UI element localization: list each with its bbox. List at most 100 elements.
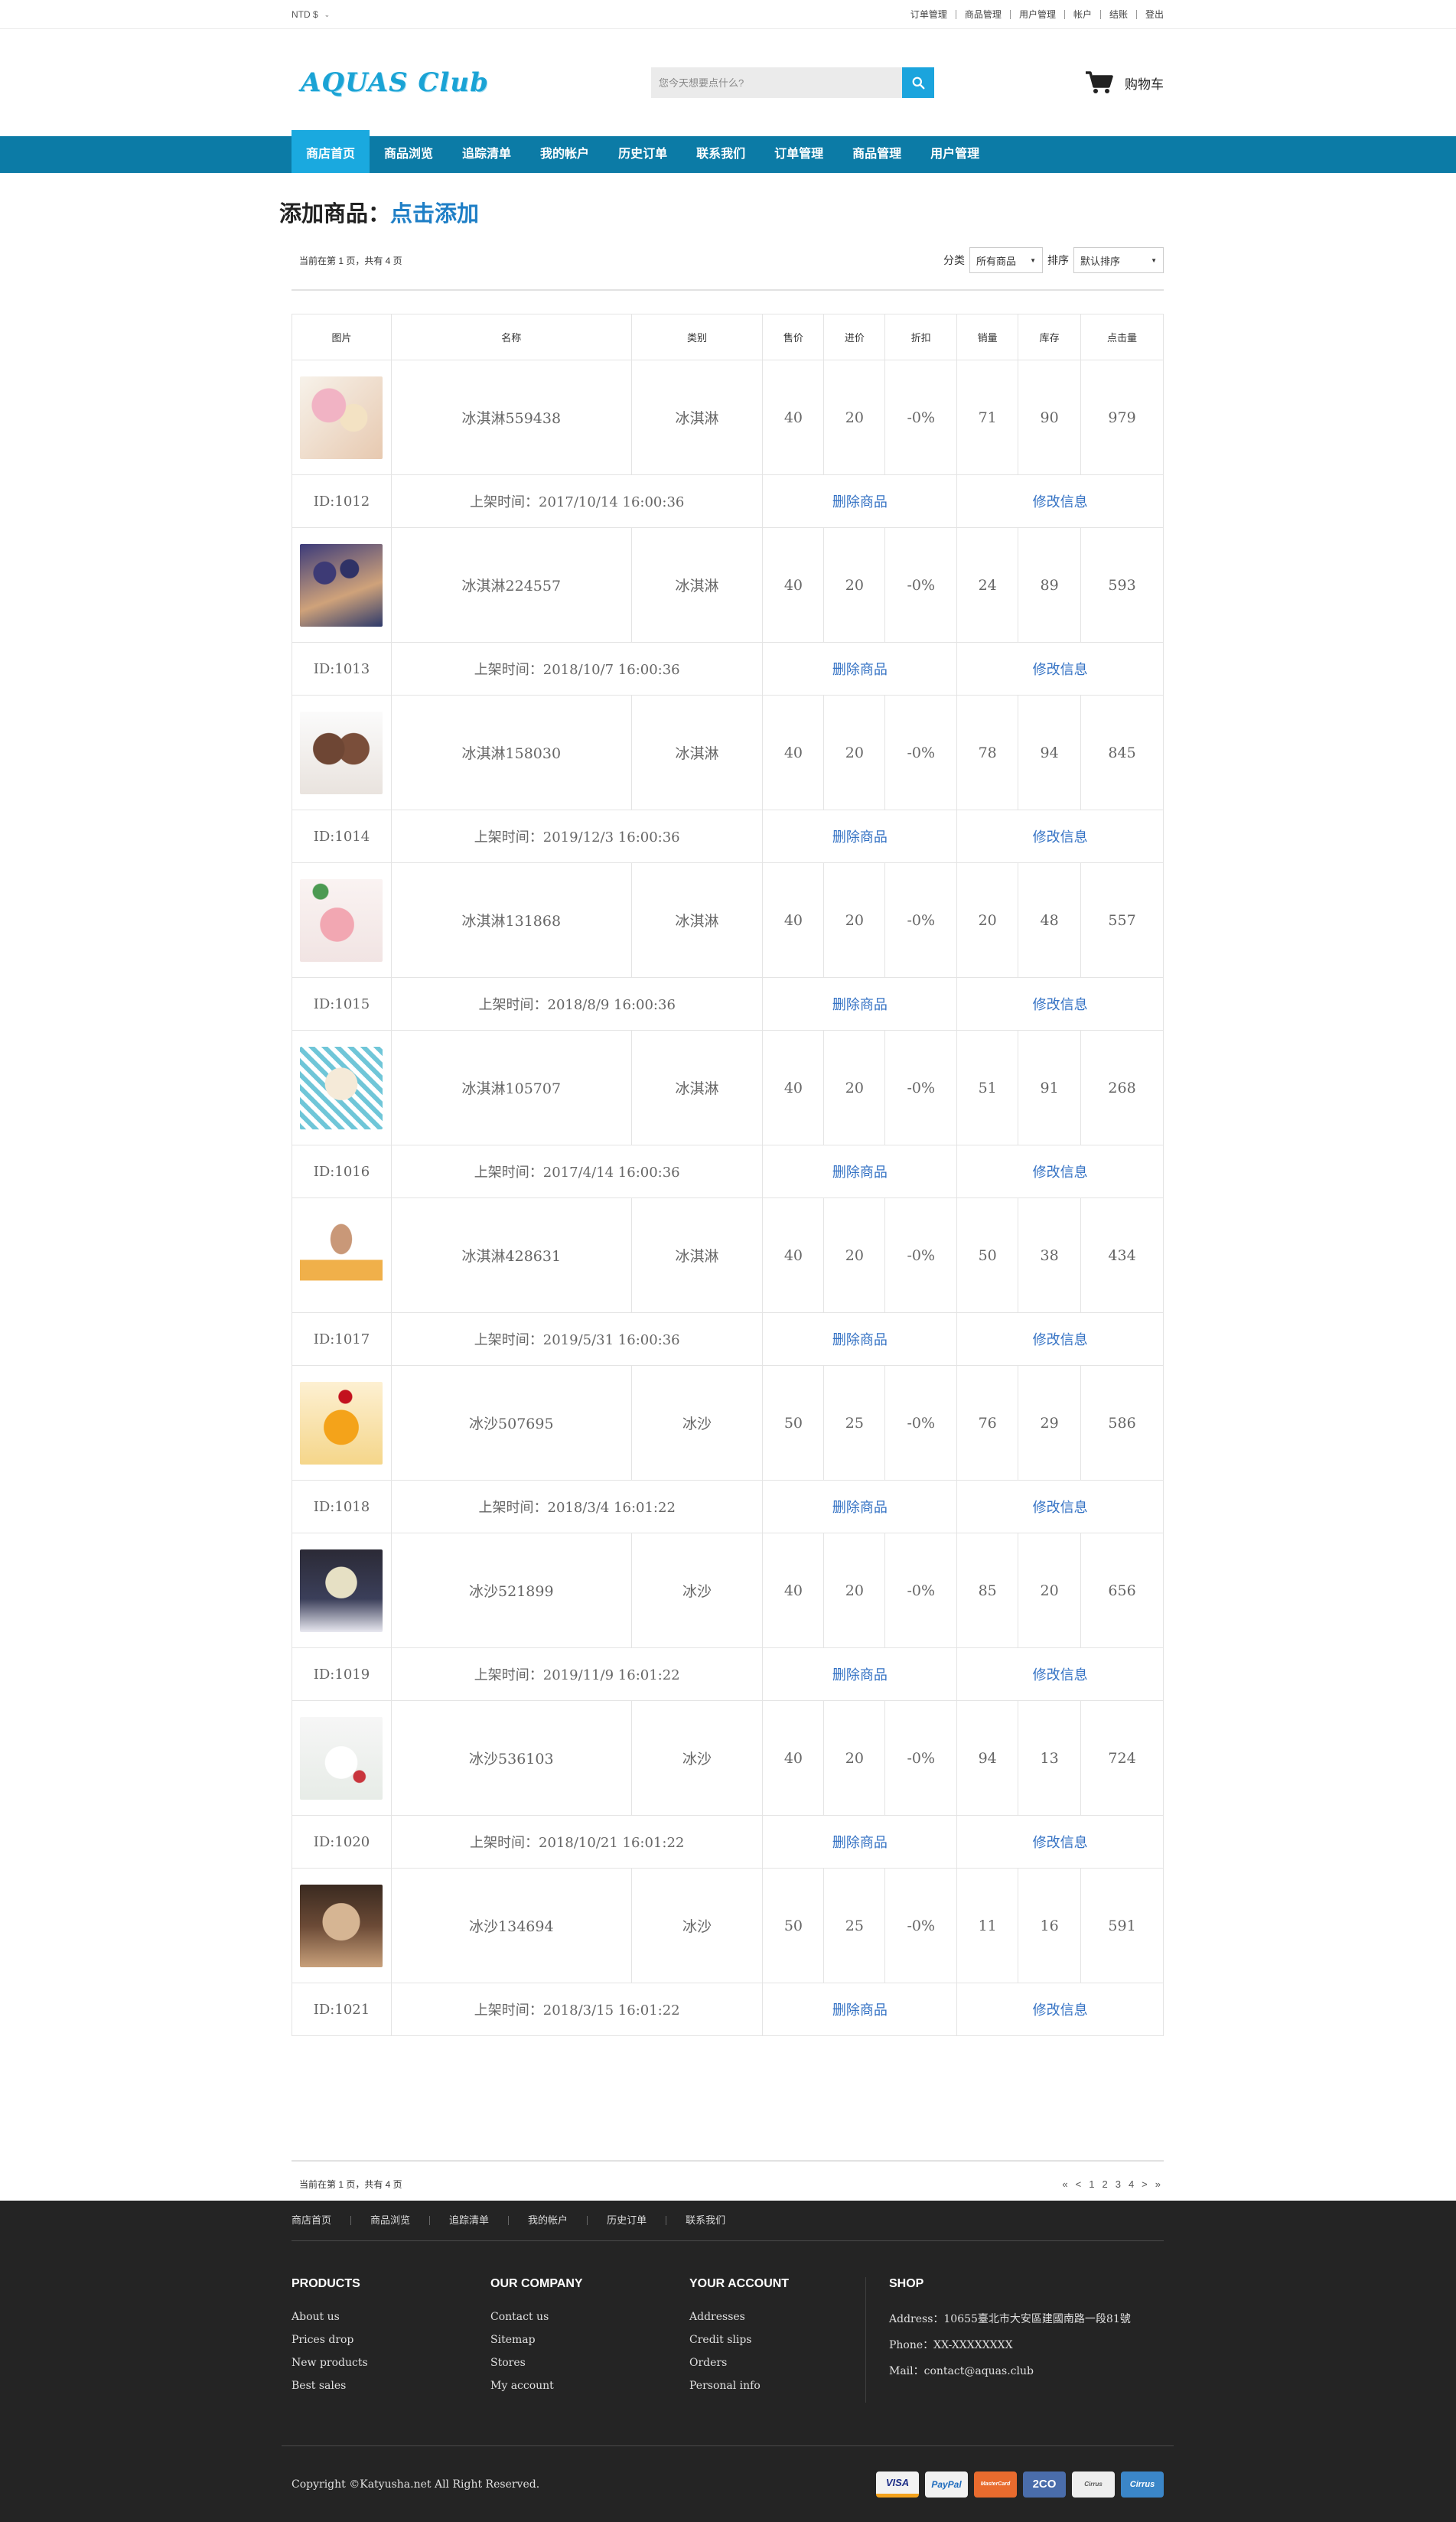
footer-link-sitemap[interactable]: Sitemap <box>490 2334 536 2346</box>
toplink-users[interactable]: 用户管理 <box>1009 10 1064 19</box>
logo[interactable]: AQUAS Club <box>301 67 489 98</box>
top-bar: NTD $ ⌄ 订单管理 商品管理 用户管理 帐户 结账 登出 <box>0 0 1456 29</box>
product-id: ID:1021 <box>292 1983 392 2036</box>
pager-page-4[interactable]: 4 <box>1128 2178 1135 2190</box>
footer-col-company: OUR COMPANY Contact us Sitemap Stores My… <box>490 2277 689 2403</box>
product-name: 冰沙521899 <box>390 1533 632 1648</box>
chocolate-scoops-image[interactable] <box>300 711 383 794</box>
footer-columns: PRODUCTS About us Prices drop New produc… <box>292 2277 1164 2403</box>
milk-smoothie-image[interactable] <box>300 1716 383 1800</box>
search-input[interactable] <box>651 67 902 98</box>
strawberry-bowl-image[interactable] <box>300 878 383 962</box>
footer-link-watchlist[interactable]: 追踪清单 <box>429 2215 508 2225</box>
footer-link-orders[interactable]: Orders <box>689 2357 728 2369</box>
product-clicks: 591 <box>1080 1868 1164 1983</box>
listed-prefix: 上架时间： <box>474 2002 543 2019</box>
delete-product-link[interactable]: 删除商品 <box>832 1667 888 1683</box>
toplink-logout[interactable]: 登出 <box>1135 10 1164 19</box>
nav-browse[interactable]: 商品浏览 <box>384 148 434 161</box>
soft-serve-cone-image[interactable] <box>300 1214 383 1297</box>
cart-button[interactable]: 购物车 <box>1085 70 1164 95</box>
footer-link-stores[interactable]: Stores <box>490 2357 526 2369</box>
blueberry-dessert-image[interactable] <box>300 543 383 627</box>
toplink-products[interactable]: 商品管理 <box>955 10 1010 19</box>
nav-user-admin[interactable]: 用户管理 <box>930 148 980 161</box>
footer-link-my-account[interactable]: My account <box>490 2380 554 2392</box>
nav-watchlist[interactable]: 追踪清单 <box>462 148 512 161</box>
edit-product-link[interactable]: 修改信息 <box>1032 662 1088 678</box>
coffee-frappe-image[interactable] <box>300 1884 383 1967</box>
sort-select[interactable]: 默认排序 ▼ <box>1073 247 1164 273</box>
delete-product-link[interactable]: 删除商品 <box>832 829 888 846</box>
product-price: 40 <box>762 360 825 475</box>
footer-col-title: PRODUCTS <box>292 2277 360 2290</box>
footer-link-contact-us[interactable]: Contact us <box>490 2311 549 2323</box>
product-clicks: 557 <box>1080 862 1164 978</box>
delete-product-link[interactable]: 删除商品 <box>832 662 888 678</box>
delete-product-link[interactable]: 删除商品 <box>832 997 888 1013</box>
delete-product-link[interactable]: 删除商品 <box>832 2002 888 2019</box>
nav-home[interactable]: 商店首页 <box>292 130 370 173</box>
table-row: 冰淇淋559438 冰淇淋 40 20 -0% 71 90 979 <box>292 360 1164 475</box>
pager-last[interactable]: » <box>1155 2178 1161 2190</box>
footer-link-home[interactable]: 商店首页 <box>292 2214 332 2226</box>
edit-product-link[interactable]: 修改信息 <box>1032 1165 1088 1181</box>
nav-order-admin[interactable]: 订单管理 <box>774 148 824 161</box>
listed-prefix: 上架时间： <box>470 1835 539 1851</box>
pager-page-2[interactable]: 2 <box>1102 2178 1108 2190</box>
product-stock: 48 <box>1018 862 1082 978</box>
toplink-orders[interactable]: 订单管理 <box>910 9 947 20</box>
footer-link-personal-info[interactable]: Personal info <box>689 2380 761 2392</box>
delete-product-link[interactable]: 删除商品 <box>832 1835 888 1851</box>
edit-product-link[interactable]: 修改信息 <box>1032 1835 1088 1851</box>
nav-product-admin[interactable]: 商品管理 <box>852 148 902 161</box>
pistachio-cup-image[interactable] <box>300 1549 383 1632</box>
footer-link-history[interactable]: 历史订单 <box>587 2215 666 2225</box>
product-discount: -0% <box>884 1700 958 1816</box>
footer-link-new-products[interactable]: New products <box>292 2357 368 2369</box>
delete-product-link[interactable]: 删除商品 <box>832 1332 888 1348</box>
footer-link-about[interactable]: About us <box>292 2311 340 2323</box>
header: AQUAS Club 购物车 <box>0 29 1456 136</box>
pager-page-3[interactable]: 3 <box>1115 2178 1121 2190</box>
toplink-account[interactable]: 帐户 <box>1063 10 1100 19</box>
footer-link-credit-slips[interactable]: Credit slips <box>689 2334 752 2346</box>
pager-prev[interactable]: < <box>1075 2178 1082 2190</box>
currency-selector[interactable]: NTD $ ⌄ <box>292 9 330 20</box>
footer-link-browse[interactable]: 商品浏览 <box>350 2215 429 2225</box>
category-select[interactable]: 所有商品 ▼ <box>969 247 1043 273</box>
footer-link-account[interactable]: 我的帐户 <box>508 2215 587 2225</box>
delete-product-link[interactable]: 删除商品 <box>832 494 888 510</box>
footer-link-best-sales[interactable]: Best sales <box>292 2380 347 2392</box>
edit-product-link[interactable]: 修改信息 <box>1032 997 1088 1013</box>
nav-my-account[interactable]: 我的帐户 <box>540 148 590 161</box>
pager-next[interactable]: > <box>1142 2178 1148 2190</box>
nav-contact[interactable]: 联系我们 <box>696 148 746 161</box>
table-row: 冰沙521899 冰沙 40 20 -0% 85 20 656 <box>292 1533 1164 1648</box>
edit-product-link[interactable]: 修改信息 <box>1032 494 1088 510</box>
sprinkle-sundae-image[interactable] <box>300 1046 383 1129</box>
footer-link-addresses[interactable]: Addresses <box>689 2311 745 2323</box>
toplink-checkout[interactable]: 结账 <box>1099 10 1136 19</box>
edit-product-link[interactable]: 修改信息 <box>1032 829 1088 846</box>
edit-cell: 修改信息 <box>956 474 1164 528</box>
pager-first[interactable]: « <box>1062 2178 1068 2190</box>
search-button[interactable] <box>902 67 934 98</box>
mango-jelly-image[interactable] <box>300 1381 383 1465</box>
pager-page-1[interactable]: 1 <box>1089 2178 1095 2190</box>
delete-product-link[interactable]: 删除商品 <box>832 1165 888 1181</box>
listed-date: 2018/3/15 16:01:22 <box>542 2002 680 2019</box>
search-box <box>651 67 934 98</box>
footer-link-prices-drop[interactable]: Prices drop <box>292 2334 354 2346</box>
add-product-link[interactable]: 点击添加 <box>390 202 480 226</box>
delete-product-link[interactable]: 删除商品 <box>832 1500 888 1516</box>
ice-cream-scoops-image[interactable] <box>300 376 383 459</box>
edit-product-link[interactable]: 修改信息 <box>1032 1500 1088 1516</box>
table-header-row: 图片 名称 类别 售价 进价 折扣 销量 库存 点击量 <box>292 314 1164 360</box>
edit-product-link[interactable]: 修改信息 <box>1032 1667 1088 1683</box>
edit-product-link[interactable]: 修改信息 <box>1032 1332 1088 1348</box>
edit-product-link[interactable]: 修改信息 <box>1032 2002 1088 2019</box>
table-row: 冰淇淋158030 冰淇淋 40 20 -0% 78 94 845 <box>292 695 1164 810</box>
footer-link-contact[interactable]: 联系我们 <box>666 2215 744 2225</box>
nav-order-history[interactable]: 历史订单 <box>618 148 668 161</box>
